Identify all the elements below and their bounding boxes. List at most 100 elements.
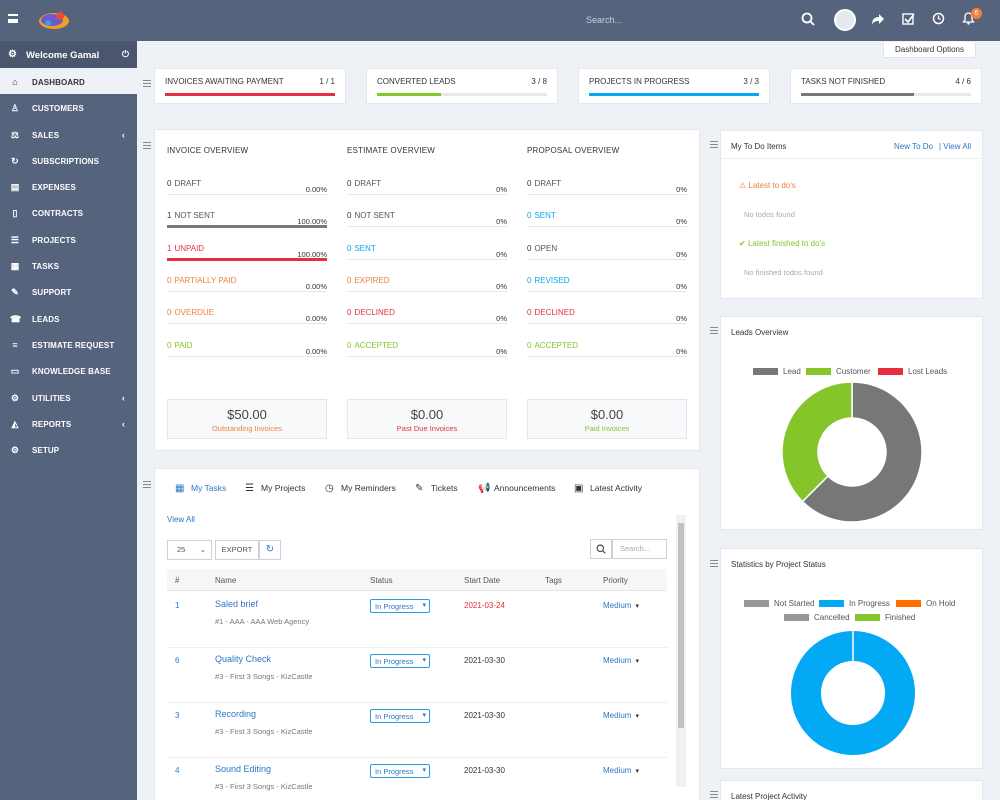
column-header[interactable]: Status <box>370 576 393 585</box>
tasks-scrollbar[interactable] <box>676 515 686 787</box>
brand-logo[interactable] <box>36 8 72 32</box>
task-status-dropdown[interactable]: In Progress ▾ <box>370 709 430 723</box>
dashboard-options-button[interactable]: Dashboard Options <box>883 42 976 58</box>
power-icon[interactable]: ⏻ <box>121 49 129 59</box>
column-header[interactable]: Priority <box>603 576 628 585</box>
overview-row[interactable]: 0 SENT 0% <box>527 211 687 228</box>
table-search-input[interactable]: Search... <box>612 539 667 559</box>
tab-my-reminders[interactable]: ◷ My Reminders <box>325 483 396 494</box>
check-square-icon[interactable] <box>900 12 916 28</box>
task-name-link[interactable]: Sound Editing <box>215 764 272 774</box>
drag-handle-icon[interactable] <box>710 560 718 567</box>
sidebar-item-tasks[interactable]: ▦ TASKS <box>0 252 137 278</box>
drag-handle-icon[interactable] <box>143 80 151 87</box>
task-status-dropdown[interactable]: In Progress ▾ <box>370 599 430 613</box>
task-status-dropdown[interactable]: In Progress ▾ <box>370 654 430 668</box>
legend-item[interactable]: Lost Leads <box>878 367 947 376</box>
sidebar-item-setup[interactable]: ⚙ SETUP <box>0 436 137 462</box>
column-header[interactable]: # <box>175 576 180 585</box>
column-header[interactable]: Start Date <box>464 576 501 585</box>
table-row[interactable]: 4 Sound Editing #3 - First 3 Songs - KizCa… <box>167 758 667 800</box>
sidebar-item-utilities[interactable]: ⚙ UTILITIES ‹ <box>0 384 137 410</box>
bell-icon[interactable] <box>960 12 976 28</box>
tab-latest-activity[interactable]: ▣ Latest Activity <box>574 483 642 494</box>
overview-row[interactable]: 0 EXPIRED 0% <box>347 276 507 292</box>
drag-handle-icon[interactable] <box>143 142 151 149</box>
overview-row[interactable]: 0 REVISED 0% <box>527 276 687 292</box>
overview-row[interactable]: 0 DRAFT 0.00% <box>167 179 327 195</box>
task-name-link[interactable]: Quality Check <box>215 654 272 664</box>
table-row[interactable]: 6 Quality Check #3 - First 3 Songs - KizCa… <box>167 648 667 703</box>
overview-row[interactable]: 0 ACCEPTED 0% <box>527 341 687 357</box>
share-icon[interactable] <box>870 12 886 28</box>
drag-handle-icon[interactable] <box>710 791 718 798</box>
scrollbar-thumb[interactable] <box>678 523 684 728</box>
legend-item[interactable]: On Hold <box>896 599 955 608</box>
user-avatar[interactable] <box>834 9 856 31</box>
chart-slice-lead[interactable] <box>801 381 923 523</box>
tab-announcements[interactable]: 📢 Announcements <box>478 483 555 494</box>
overview-row[interactable]: 0 SENT 0% <box>347 244 507 260</box>
sidebar-item-estimate-request[interactable]: ≡ ESTIMATE REQUEST <box>0 331 137 357</box>
sidebar-item-dashboard[interactable]: ⌂ DASHBOARD <box>0 68 137 95</box>
overview-row[interactable]: 0 DRAFT 0% <box>527 179 687 195</box>
task-priority-dropdown[interactable]: Medium ▾ <box>603 711 639 720</box>
drag-handle-icon[interactable] <box>143 481 151 488</box>
sidebar-item-expenses[interactable]: ▤ EXPENSES <box>0 173 137 199</box>
overview-row[interactable]: 0 PARTIALLY PAID 0.00% <box>167 276 327 292</box>
task-priority-dropdown[interactable]: Medium ▾ <box>603 656 639 665</box>
global-search-input[interactable]: Search... <box>586 15 623 25</box>
overview-row[interactable]: 0 NOT SENT 0% <box>347 211 507 228</box>
table-row[interactable]: 1 Saled brief #1 - AAA - AAA Web Agency In … <box>167 593 667 648</box>
legend-item[interactable]: In Progress <box>819 599 890 608</box>
legend-item[interactable]: Not Started <box>744 599 814 608</box>
reload-icon[interactable]: ↻ <box>259 540 281 560</box>
task-id[interactable]: 6 <box>175 656 180 665</box>
sidebar-item-customers[interactable]: ♙ CUSTOMERS <box>0 94 137 120</box>
page-size-select[interactable]: 25 ⌄ <box>167 540 212 560</box>
tab-tickets[interactable]: ✎ Tickets <box>415 483 458 494</box>
sidebar-item-contracts[interactable]: ▯ CONTRACTS <box>0 199 137 225</box>
overview-row[interactable]: 0 DRAFT 0% <box>347 179 507 195</box>
search-icon[interactable] <box>800 12 816 28</box>
legend-item[interactable]: Customer <box>806 367 871 376</box>
finance-summary-box[interactable]: $0.00 Past Due Invoices <box>347 399 507 439</box>
legend-item[interactable]: Finished <box>855 613 915 622</box>
task-priority-dropdown[interactable]: Medium ▾ <box>603 601 639 610</box>
task-name-link[interactable]: Recording <box>215 709 257 719</box>
column-header[interactable]: Tags <box>545 576 562 585</box>
drag-handle-icon[interactable] <box>710 141 718 148</box>
sidebar-item-subscriptions[interactable]: ↻ SUBSCRIPTIONS <box>0 147 137 173</box>
view-all-todo-link[interactable]: | View All <box>939 142 972 151</box>
task-id[interactable]: 4 <box>175 766 180 775</box>
view-all-link[interactable]: View All <box>167 515 195 524</box>
overview-row[interactable]: 0 ACCEPTED 0% <box>347 341 507 357</box>
finance-summary-box[interactable]: $0.00 Paid Invoices <box>527 399 687 439</box>
column-header[interactable]: Name <box>215 576 237 585</box>
overview-row[interactable]: 0 PAID 0.00% <box>167 341 327 357</box>
sidebar-item-support[interactable]: ✎ SUPPORT <box>0 278 137 304</box>
sidebar-item-projects[interactable]: ☰ PROJECTS <box>0 226 137 252</box>
task-id[interactable]: 3 <box>175 711 180 720</box>
sidebar-item-reports[interactable]: ◭ REPORTS ‹ <box>0 410 137 436</box>
clock-icon[interactable] <box>930 12 946 28</box>
chart-slice-customer[interactable] <box>781 381 853 503</box>
task-status-dropdown[interactable]: In Progress ▾ <box>370 764 430 778</box>
task-priority-dropdown[interactable]: Medium ▾ <box>603 766 639 775</box>
sidebar-item-sales[interactable]: ⚖ SALES ‹ <box>0 121 137 147</box>
overview-row[interactable]: 0 DECLINED 0% <box>347 308 507 325</box>
legend-item[interactable]: Lead <box>753 367 801 376</box>
overview-row[interactable]: 0 OVERDUE 0.00% <box>167 308 327 325</box>
sidebar-item-knowledge-base[interactable]: ▭ KNOWLEDGE BASE <box>0 357 137 383</box>
sidebar-item-leads[interactable]: ☎ LEADS <box>0 305 137 331</box>
overview-row[interactable]: 0 DECLINED 0% <box>527 308 687 325</box>
overview-row[interactable]: 1 NOT SENT 100.00% <box>167 211 327 229</box>
menu-toggle-icon[interactable] <box>8 14 18 23</box>
legend-item[interactable]: Cancelled <box>784 613 850 622</box>
task-name-link[interactable]: Saled brief <box>215 599 259 609</box>
overview-row[interactable]: 0 OPEN 0% <box>527 244 687 260</box>
drag-handle-icon[interactable] <box>710 327 718 334</box>
new-todo-link[interactable]: New To Do <box>894 142 933 151</box>
task-id[interactable]: 1 <box>175 601 180 610</box>
table-row[interactable]: 3 Recording #3 - First 3 Songs - KizCastle… <box>167 703 667 758</box>
